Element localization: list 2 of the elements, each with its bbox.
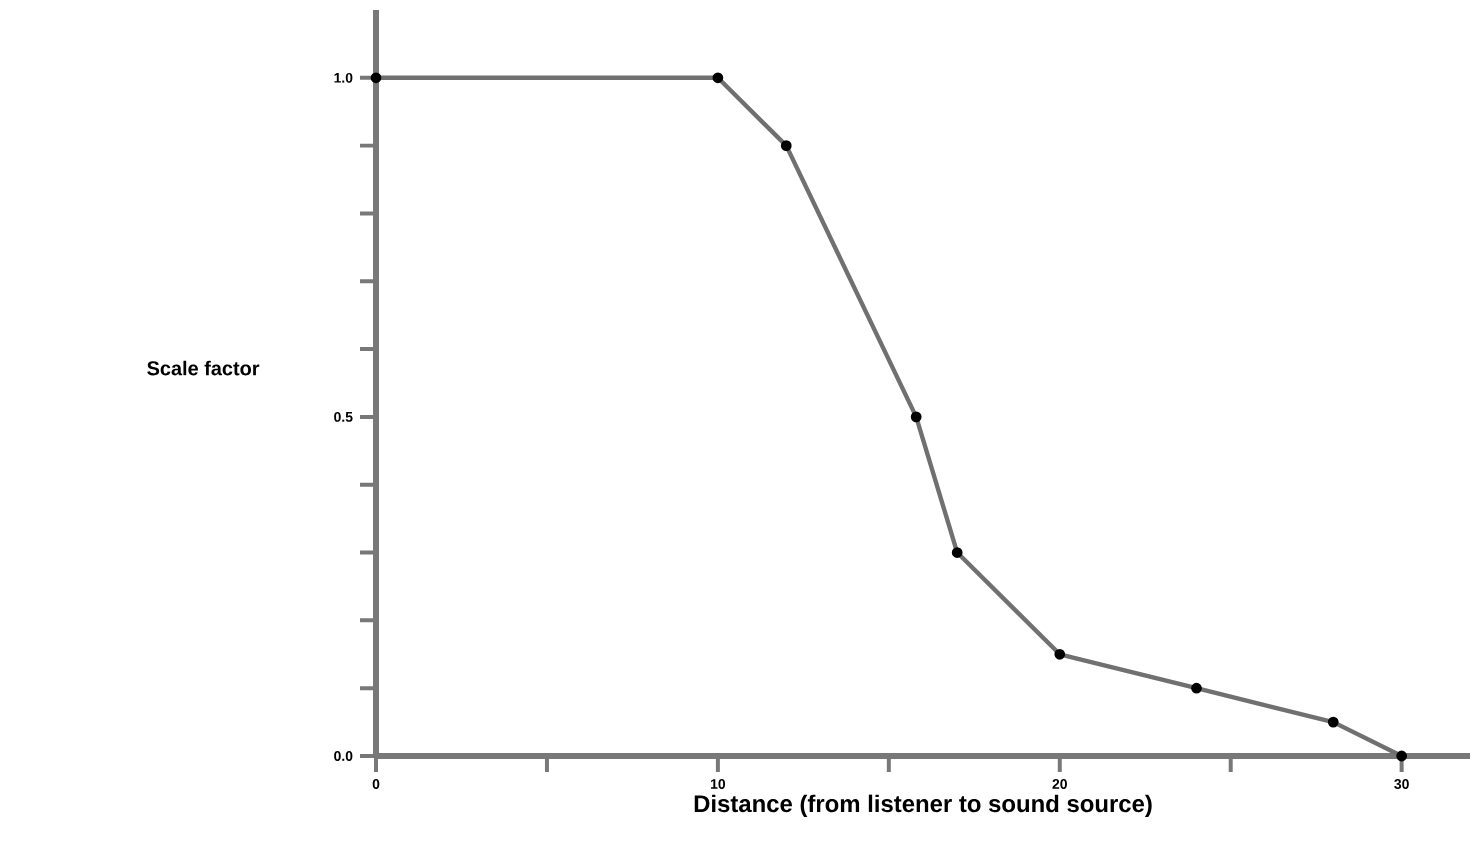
y-axis-title: Scale factor — [147, 360, 260, 376]
x-axis-title: Distance (from listener to sound source) — [694, 794, 1152, 817]
